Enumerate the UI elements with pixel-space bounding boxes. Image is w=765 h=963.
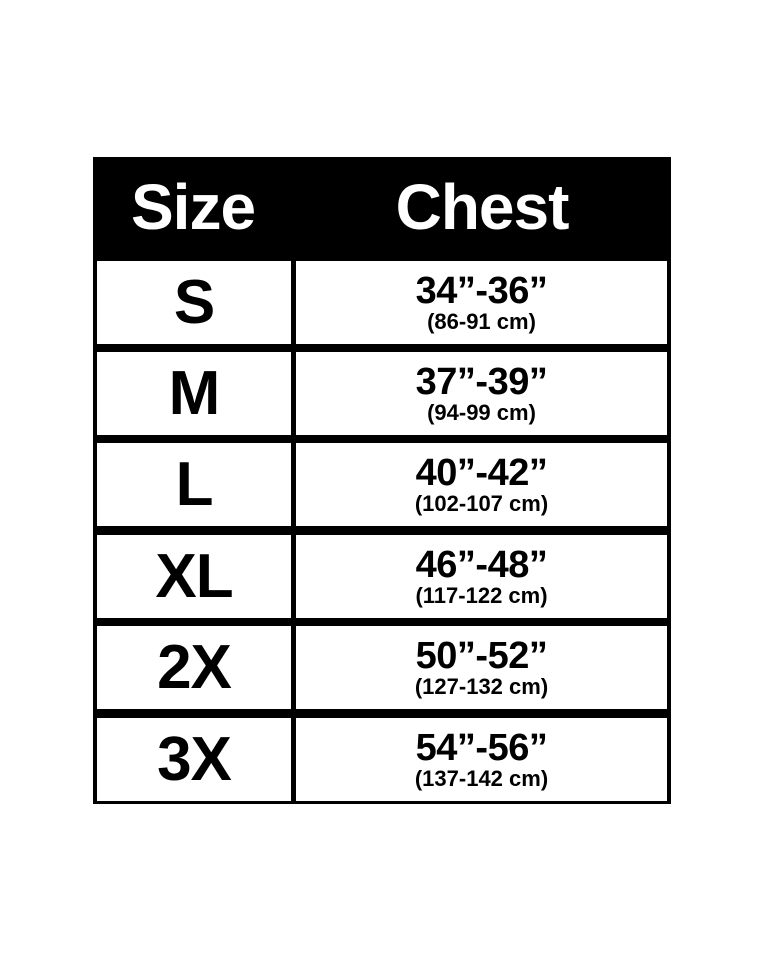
table-row-size-cell: L xyxy=(97,443,291,526)
header-size: Size xyxy=(130,171,256,243)
chest-inches: 34”-36” xyxy=(415,269,548,312)
size-label: M xyxy=(168,359,221,428)
chest-inches: 37”-39” xyxy=(415,360,548,403)
table-row-size-cell: M xyxy=(97,352,291,435)
size-label: 2X xyxy=(157,633,232,702)
chest-cm: (94-99 cm) xyxy=(427,399,536,425)
table-row-chest-cell: 50”-52” (127-132 cm) xyxy=(296,626,667,709)
header-chest: Chest xyxy=(395,171,570,243)
chest-inches: 54”-56” xyxy=(415,726,548,769)
table-row-chest-cell: 54”-56” (137-142 cm) xyxy=(296,718,667,801)
size-label: S xyxy=(173,268,215,337)
table-row-size-cell: 2X xyxy=(97,626,291,709)
chest-cm: (102-107 cm) xyxy=(414,490,549,516)
table-row-size-cell: 3X xyxy=(97,718,291,801)
table-row-size-cell: XL xyxy=(97,535,291,618)
chest-cm: (117-122 cm) xyxy=(415,582,548,608)
chest-inches: 40”-42” xyxy=(415,451,548,494)
table-row-chest-cell: 40”-42” (102-107 cm) xyxy=(296,443,667,526)
table-row-size-cell: S xyxy=(97,261,291,344)
table-row-chest-cell: 37”-39” (94-99 cm) xyxy=(296,352,667,435)
size-chart-table: Size Chest S 34”-36” (86-91 cm) M 37”-39” (94… xyxy=(93,157,671,804)
size-label: XL xyxy=(155,542,233,611)
chest-inches: 50”-52” xyxy=(415,634,548,677)
chest-cm: (127-132 cm) xyxy=(414,673,549,699)
table-row-chest-cell: 46”-48” (117-122 cm) xyxy=(296,535,667,618)
size-label: L xyxy=(175,450,214,519)
table-row-chest-cell: 34”-36” (86-91 cm) xyxy=(296,261,667,344)
chest-inches: 46”-48” xyxy=(415,543,548,586)
size-label: 3X xyxy=(157,725,232,794)
chest-cm: (137-142 cm) xyxy=(414,765,549,791)
chest-cm: (86-91 cm) xyxy=(427,308,536,334)
